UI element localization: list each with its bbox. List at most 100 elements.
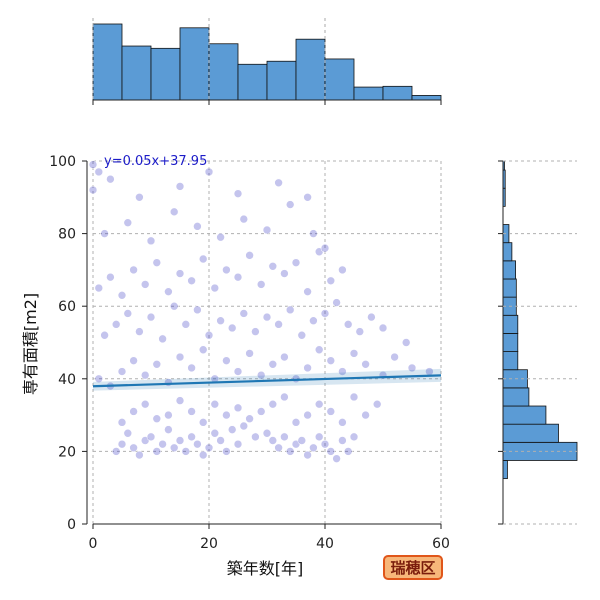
scatter-point xyxy=(314,399,324,409)
scatter-point xyxy=(320,309,330,318)
scatter-point xyxy=(407,363,417,373)
y-histogram-bar xyxy=(502,387,530,407)
scatter-point xyxy=(169,301,179,311)
y-histogram-bar xyxy=(502,405,547,425)
y-tick-label: 60 xyxy=(58,299,76,315)
x-tick-label: 60 xyxy=(432,536,450,552)
scatter-point xyxy=(204,167,214,177)
grid-lines xyxy=(92,160,577,525)
scatter-point xyxy=(256,370,266,380)
scatter-point xyxy=(117,418,127,427)
scatter-point xyxy=(117,291,127,300)
scatter-point xyxy=(239,214,249,224)
scatter-point xyxy=(129,407,138,416)
scatter-point xyxy=(332,454,341,463)
x-axis-label: 築年数[年] xyxy=(227,559,304,578)
scatter-point xyxy=(338,367,347,376)
scatter-point xyxy=(164,410,173,420)
scatter-point xyxy=(309,229,318,238)
scatter-point xyxy=(390,352,399,362)
scatter-point xyxy=(303,410,312,420)
scatter-point xyxy=(123,218,133,228)
scatter-point xyxy=(280,432,289,442)
scatter-point xyxy=(222,410,231,420)
scatter-point xyxy=(297,330,307,340)
scatter-point xyxy=(268,399,278,409)
scatter-point xyxy=(100,330,109,340)
scatter-point xyxy=(268,436,278,445)
scatter-point xyxy=(187,363,196,373)
scatter-point xyxy=(343,320,353,329)
scatter-point xyxy=(262,428,272,438)
x-histogram-bar xyxy=(266,60,297,101)
x-histogram-bar xyxy=(150,47,181,101)
scatter-point xyxy=(367,312,376,322)
scatter-point xyxy=(245,414,254,424)
scatter-point xyxy=(164,287,173,296)
scatter-point xyxy=(175,269,185,278)
scatter-point xyxy=(285,447,295,456)
scatter-point xyxy=(88,185,98,195)
scatter-point xyxy=(216,316,225,326)
scatter-point xyxy=(106,272,115,282)
x-histogram-bar xyxy=(411,95,442,101)
scatter-point xyxy=(129,356,138,365)
scatter-point xyxy=(135,327,144,336)
scatter-point xyxy=(378,323,388,333)
scatter-point xyxy=(210,428,220,438)
x-marginal-histogram xyxy=(92,23,442,101)
scatter-point xyxy=(245,349,254,358)
scatter-point xyxy=(285,305,295,315)
scatter-point xyxy=(210,283,220,293)
scatter-point xyxy=(326,276,336,286)
scatter-point xyxy=(262,225,272,235)
scatter-point xyxy=(106,174,115,184)
y-marginal-histogram xyxy=(502,160,578,480)
scatter-point xyxy=(233,403,243,413)
scatter-point xyxy=(256,407,266,416)
x-histogram-bar xyxy=(353,86,384,101)
scatter-point xyxy=(251,432,260,442)
y-histogram-bar xyxy=(502,460,508,480)
scatter-point xyxy=(193,305,202,315)
x-tick-label: 0 xyxy=(89,536,98,552)
scatter-point xyxy=(314,345,324,355)
scatter-point xyxy=(146,432,156,442)
x-histogram-bar xyxy=(208,43,239,101)
scatter-point xyxy=(303,363,312,373)
y-histogram-bar xyxy=(502,314,519,334)
scatter-point xyxy=(280,352,289,362)
y-histogram-bar xyxy=(502,260,516,280)
scatter-point xyxy=(187,276,196,286)
scatter-point xyxy=(152,258,162,267)
scatter-point xyxy=(169,443,179,453)
scatter-point xyxy=(204,443,214,453)
scatter-point xyxy=(111,447,121,456)
scatter-point xyxy=(274,320,283,329)
scatter-point xyxy=(175,352,185,362)
y-tick-label: 0 xyxy=(67,517,76,533)
scatter-point xyxy=(401,338,411,347)
scatter-point xyxy=(314,432,324,442)
scatter-point xyxy=(349,349,359,358)
scatter-point xyxy=(216,232,225,242)
scatter-point xyxy=(169,207,179,217)
y-tick-label: 100 xyxy=(49,154,76,170)
scatter-point xyxy=(268,261,278,271)
scatter-point xyxy=(222,356,231,365)
x-histogram-bar xyxy=(237,63,268,101)
scatter-point xyxy=(117,367,127,376)
x-histogram-bar xyxy=(295,38,326,101)
scatter-point xyxy=(117,439,127,449)
scatter-point xyxy=(338,265,347,275)
scatter-point xyxy=(94,283,104,293)
scatter-point xyxy=(158,439,167,449)
scatter-point xyxy=(222,265,231,275)
x-tick-label: 40 xyxy=(316,536,334,552)
scatter-point xyxy=(175,396,185,405)
scatter-point xyxy=(361,359,370,369)
scatter-point xyxy=(343,447,353,456)
scatter-point xyxy=(152,359,162,369)
scatter-point xyxy=(152,447,162,456)
scatter-point xyxy=(338,418,347,427)
